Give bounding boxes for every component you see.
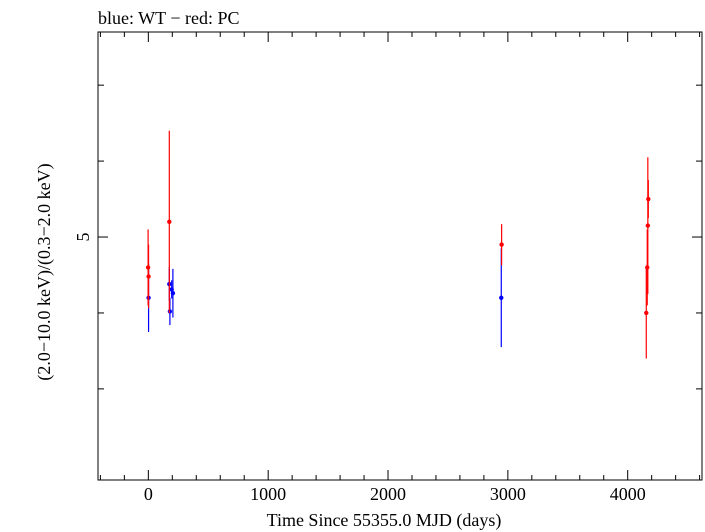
data-point <box>646 196 651 202</box>
series-pc <box>145 130 651 359</box>
y-tick-label: 5 <box>73 233 93 242</box>
x-tick-label: 4000 <box>610 484 646 504</box>
x-tick-label: 3000 <box>490 484 526 504</box>
data-point <box>170 291 176 296</box>
plot-frame <box>97 31 703 481</box>
y-axis-label: (2.0−10.0 keV)/(0.3−2.0 keV) <box>34 163 55 380</box>
chart-title: blue: WT − red: PC <box>98 8 239 28</box>
y-axis: 5 <box>73 84 702 390</box>
data-point <box>499 295 504 300</box>
x-tick-label: 1000 <box>250 484 286 504</box>
data-point <box>146 274 151 279</box>
x-tick-label: 2000 <box>370 484 406 504</box>
x-axis-label: Time Since 55355.0 MJD (days) <box>267 510 502 531</box>
data-point <box>644 310 649 316</box>
data-series <box>145 130 651 359</box>
x-tick-label: 0 <box>144 484 153 504</box>
x-axis: 0 1000 2000 3000 4000 <box>99 32 701 504</box>
series-wt <box>146 248 504 348</box>
data-point <box>645 223 651 228</box>
data-point <box>167 219 172 225</box>
data-point <box>499 242 504 247</box>
